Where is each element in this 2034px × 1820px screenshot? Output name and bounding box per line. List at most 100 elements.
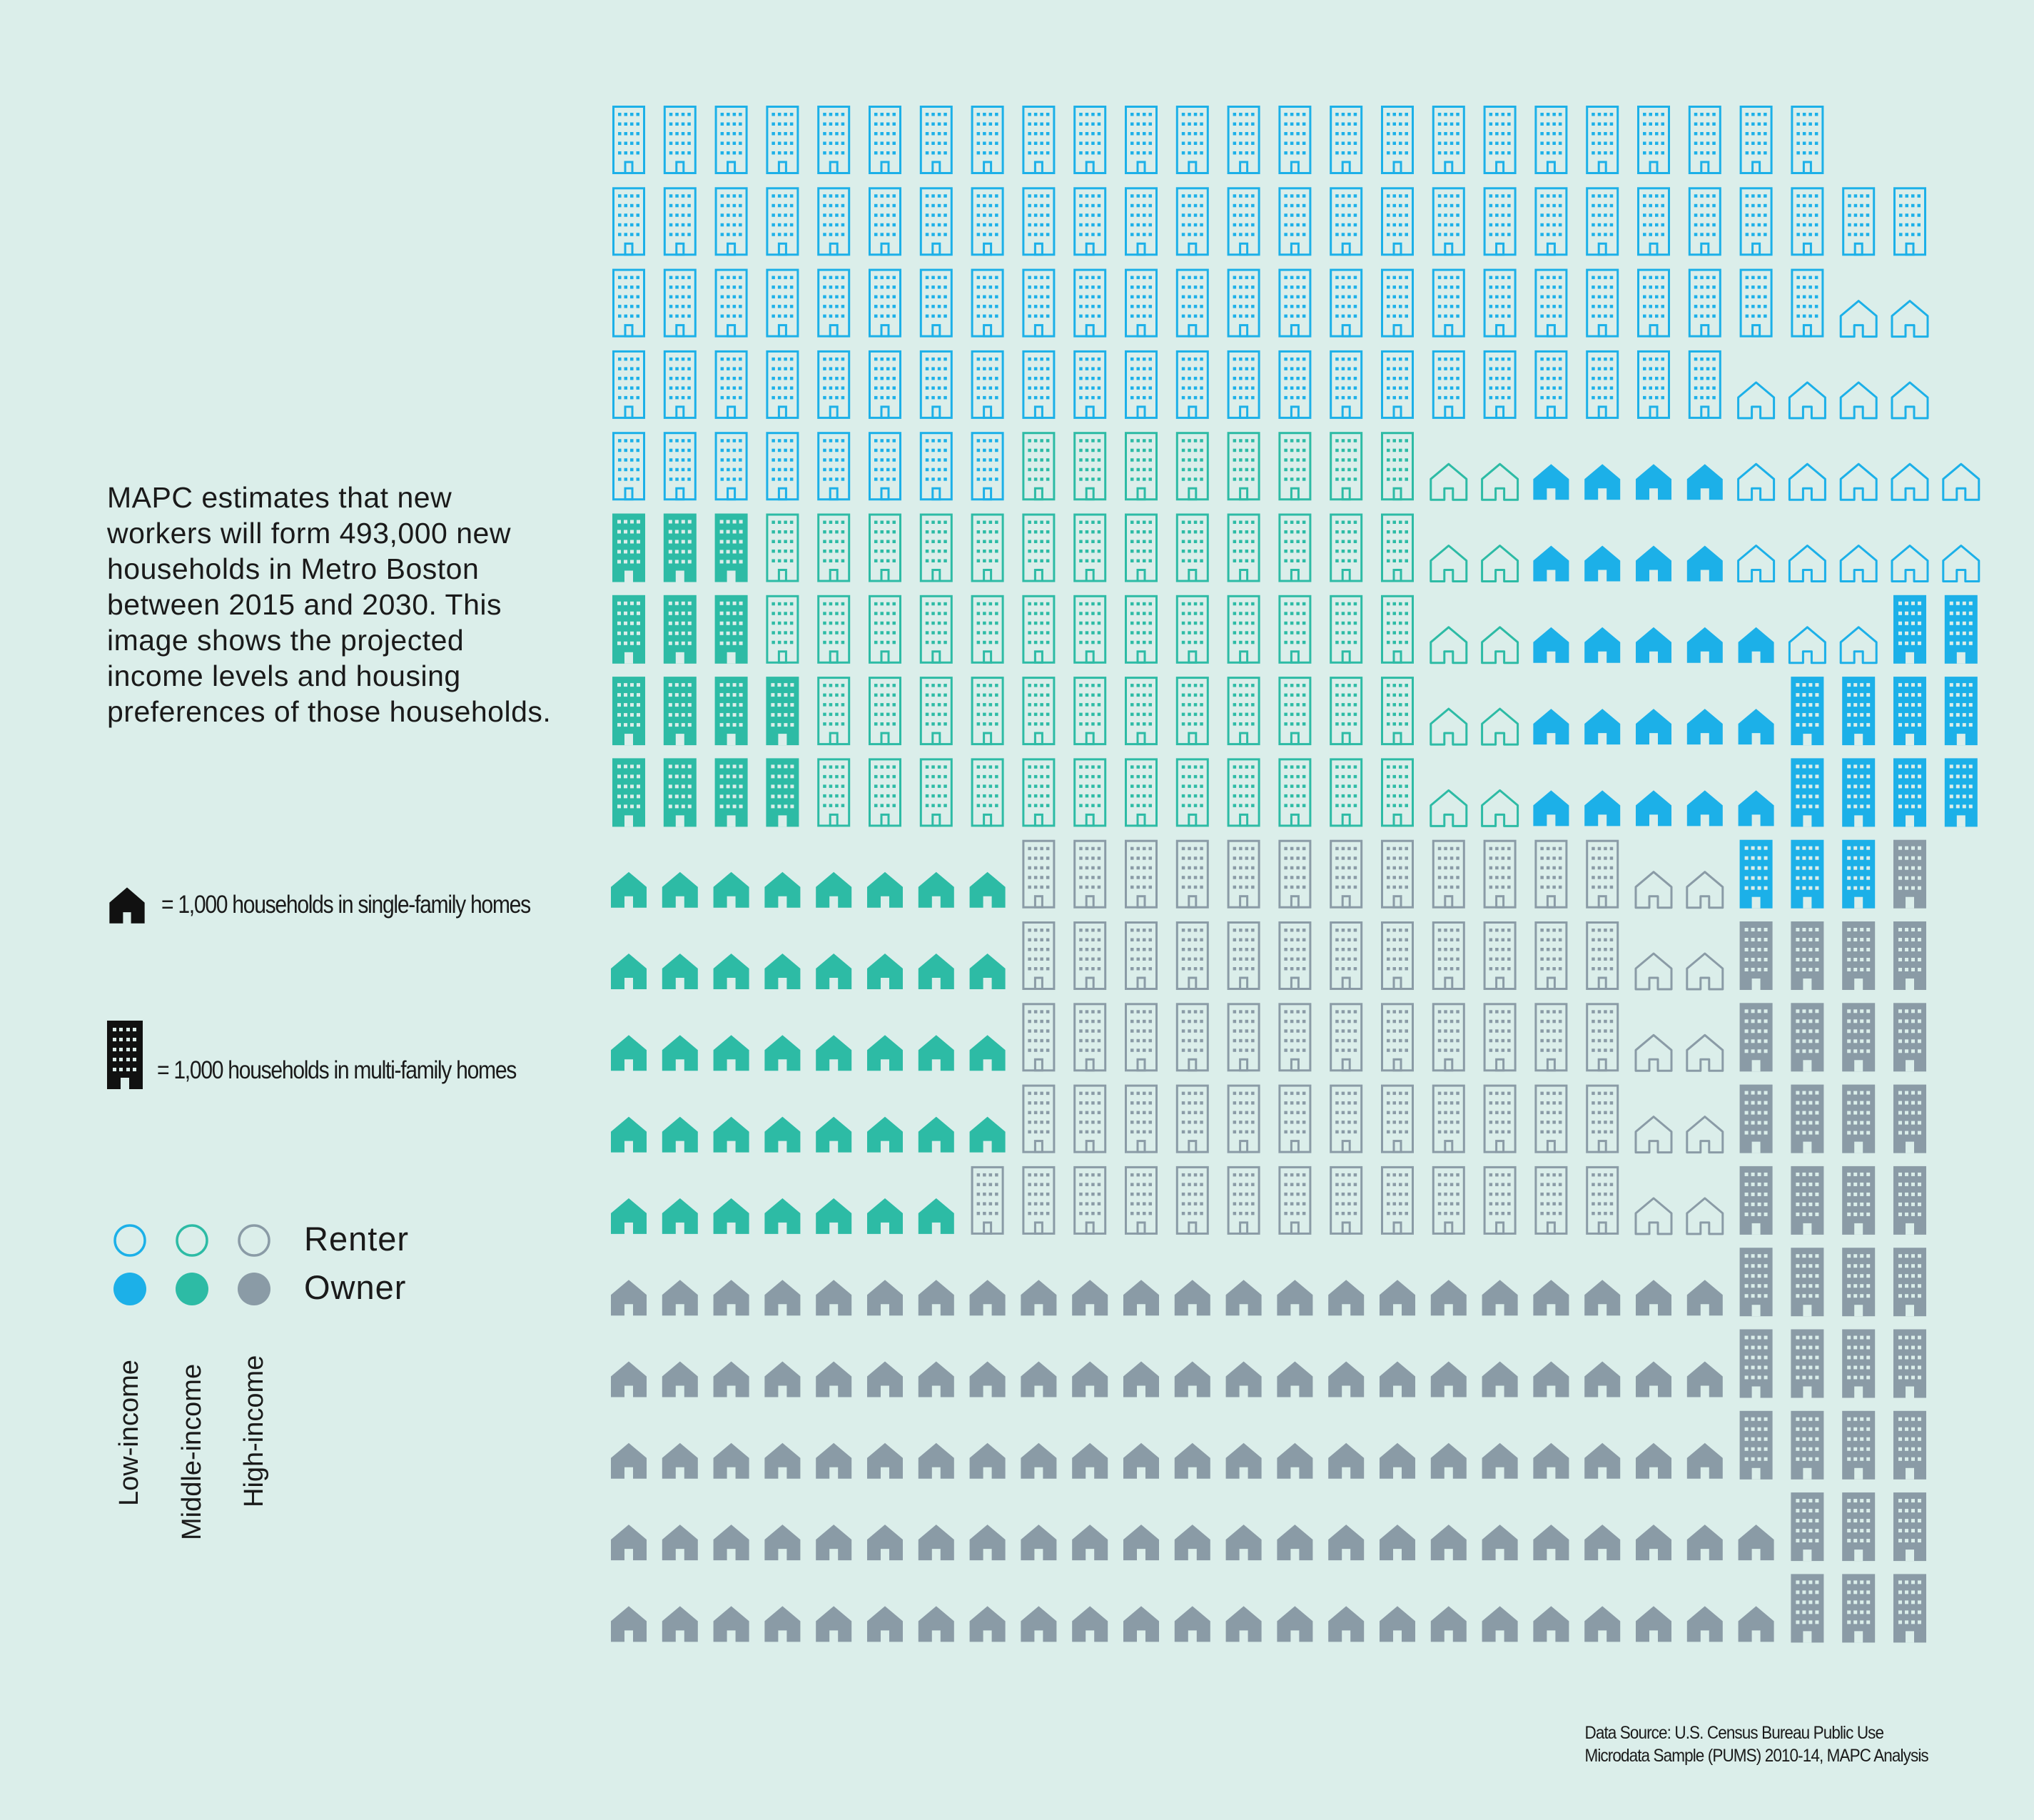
low-renter-building-icon: [663, 268, 697, 338]
high-renter-building-icon: [1483, 921, 1517, 990]
low-renter-building-icon: [663, 432, 697, 501]
high-owner-building-icon: [1791, 1410, 1824, 1480]
middle-renter-building-icon: [1125, 513, 1158, 582]
low-renter-building-icon: [1534, 268, 1568, 338]
intro-text: MAPC estimates that new workers will for…: [107, 481, 552, 728]
low-renter-building-icon: [971, 106, 1004, 174]
high-owner-house-icon: [764, 1361, 801, 1397]
high-renter-building-icon: [1330, 1084, 1363, 1153]
high-owner-house-icon: [816, 1280, 852, 1316]
high-renter-building-icon: [1586, 921, 1619, 990]
building-icon: [107, 1021, 143, 1089]
low-renter-building-icon: [1483, 106, 1517, 174]
low-renter-house-icon: [1839, 545, 1878, 582]
high-owner-house-icon: [816, 1442, 852, 1479]
high-owner-house-icon: [1123, 1442, 1159, 1479]
low-owner-house-icon: [1533, 790, 1569, 826]
low-renter-building-icon: [1278, 106, 1312, 174]
high-owner-house-icon: [1123, 1280, 1159, 1316]
high-renter-building-icon: [1073, 1003, 1107, 1072]
middle-renter-building-icon: [1278, 513, 1312, 582]
low-renter-building-icon: [1534, 187, 1568, 256]
high-owner-building-icon: [1739, 1410, 1773, 1480]
high-owner-house-icon: [662, 1525, 698, 1561]
high-owner-house-icon: [1686, 1525, 1723, 1561]
high-owner-building-icon: [1893, 839, 1926, 909]
high-renter-house-icon: [1634, 871, 1673, 909]
low-renter-building-icon: [869, 268, 901, 338]
high-renter-house-icon: [1686, 1116, 1724, 1154]
high-owner-house-icon: [1584, 1606, 1621, 1642]
high-owner-house-icon: [764, 1280, 801, 1316]
high-renter-building-icon: [1125, 921, 1158, 990]
middle-owner-house-icon: [764, 1116, 801, 1153]
low-renter-building-icon: [971, 350, 1004, 419]
high-owner-building-icon: [1739, 1003, 1773, 1072]
low-renter-building-icon: [766, 106, 799, 174]
high-owner-building-icon: [1842, 1492, 1876, 1562]
middle-renter-building-icon: [1073, 595, 1107, 664]
middle-renter-building-icon: [1381, 432, 1414, 501]
low-owner-building-icon: [1944, 677, 1978, 746]
low-owner-house-icon: [1533, 709, 1569, 745]
middle-renter-building-icon: [1073, 432, 1107, 501]
low-owner-house-icon: [1636, 464, 1671, 500]
low-renter-building-icon: [1637, 350, 1670, 419]
middle-renter-building-icon: [869, 595, 901, 664]
low-renter-building-icon: [1175, 106, 1209, 174]
low-renter-house-icon: [1839, 381, 1878, 420]
middle-renter-building-icon: [1175, 432, 1209, 501]
low-owner-building-icon: [1944, 758, 1978, 827]
data-source: Data Source: U.S. Census Bureau Public U…: [1585, 1722, 1929, 1767]
middle-renter-building-icon: [1227, 677, 1260, 746]
high-renter-building-icon: [1278, 839, 1312, 909]
low-renter-building-icon: [971, 268, 1004, 338]
high-renter-building-icon: [1278, 1166, 1312, 1235]
middle-owner-house-icon: [867, 1198, 903, 1234]
high-owner-house-icon: [1277, 1442, 1313, 1479]
middle-owner-house-icon: [611, 871, 647, 908]
high-renter-house-icon: [1634, 1033, 1673, 1072]
middle-renter-building-icon: [1022, 595, 1056, 664]
middle-owner-house-icon: [611, 1198, 647, 1234]
low-renter-building-icon: [1586, 187, 1619, 256]
low-renter-building-icon: [1330, 187, 1363, 256]
low-renter-building-icon: [817, 187, 851, 256]
low-renter-building-icon: [1791, 268, 1824, 338]
middle-renter-house-icon: [1481, 545, 1519, 582]
high-owner-house-icon: [1430, 1361, 1467, 1397]
middle-renter-building-icon: [1125, 595, 1158, 664]
low-renter-building-icon: [663, 350, 697, 419]
middle-owner-building-icon: [612, 595, 645, 664]
high-owner-house-icon: [611, 1525, 647, 1561]
high-renter-building-icon: [1483, 1166, 1517, 1235]
middle-owner-building-icon: [663, 595, 697, 664]
middle-renter-building-icon: [1227, 595, 1260, 664]
high-renter-house-icon: [1686, 1033, 1724, 1072]
low-renter-house-icon: [1737, 545, 1776, 582]
low-owner-building-icon: [1842, 758, 1876, 827]
high-renter-building-icon: [1330, 839, 1363, 909]
middle-renter-building-icon: [971, 758, 1004, 827]
middle-renter-house-icon: [1481, 462, 1519, 501]
high-renter-building-icon: [1534, 839, 1568, 909]
middle-renter-building-icon: [919, 513, 953, 582]
high-owner-circle: [238, 1273, 270, 1305]
high-owner-building-icon: [1842, 1166, 1876, 1235]
middle-renter-building-icon: [1330, 758, 1363, 827]
middle-renter-building-icon: [766, 595, 799, 664]
low-renter-building-icon: [869, 106, 901, 174]
middle-renter-building-icon: [1175, 595, 1209, 664]
high-owner-house-icon: [1072, 1525, 1108, 1561]
high-owner-house-icon: [1072, 1606, 1108, 1642]
low-renter-house-icon: [1788, 626, 1826, 664]
low-renter-building-icon: [714, 268, 748, 338]
middle-renter-building-icon: [971, 595, 1004, 664]
low-owner-building-icon: [1842, 677, 1876, 746]
middle-renter-building-icon: [869, 513, 901, 582]
high-owner-house-icon: [713, 1525, 749, 1561]
high-owner-house-icon: [1380, 1525, 1415, 1561]
middle-owner-circle: [176, 1273, 208, 1305]
low-renter-building-icon: [1125, 350, 1158, 419]
low-renter-building-icon: [1125, 106, 1158, 174]
